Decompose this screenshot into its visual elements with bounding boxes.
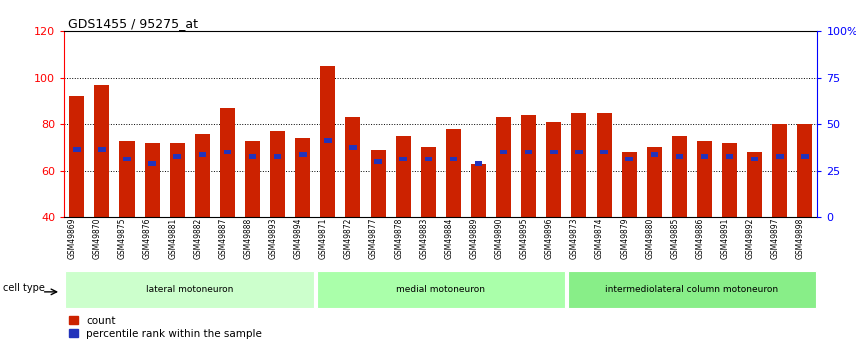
Bar: [446, 129, 461, 217]
Bar: [449, 157, 457, 161]
Bar: [425, 157, 432, 161]
Text: GSM49870: GSM49870: [92, 217, 102, 259]
Bar: [525, 150, 532, 155]
Bar: [400, 157, 407, 161]
Bar: [697, 140, 712, 217]
Bar: [600, 150, 608, 155]
Text: GSM49894: GSM49894: [294, 217, 303, 259]
Bar: [220, 108, 235, 217]
Bar: [701, 155, 708, 159]
Text: GSM49875: GSM49875: [118, 217, 127, 259]
Text: GSM49876: GSM49876: [143, 217, 152, 259]
Bar: [726, 155, 734, 159]
Bar: [249, 155, 256, 159]
Bar: [346, 117, 360, 217]
Text: GSM49882: GSM49882: [193, 217, 202, 259]
Text: GSM49881: GSM49881: [168, 217, 177, 259]
Bar: [521, 115, 536, 217]
Bar: [801, 155, 809, 159]
Bar: [475, 161, 482, 166]
Bar: [295, 138, 310, 217]
Text: GSM49872: GSM49872: [344, 217, 353, 259]
Bar: [546, 122, 562, 217]
Bar: [751, 157, 758, 161]
Text: GSM49886: GSM49886: [695, 217, 704, 259]
Bar: [174, 155, 181, 159]
Text: intermediolateral column motoneuron: intermediolateral column motoneuron: [605, 285, 778, 294]
Bar: [621, 152, 637, 217]
Bar: [299, 152, 306, 157]
Bar: [98, 148, 105, 152]
Bar: [320, 66, 336, 217]
Text: GSM49869: GSM49869: [68, 217, 77, 259]
Bar: [597, 112, 611, 217]
Bar: [349, 145, 357, 150]
Text: GDS1455 / 95275_at: GDS1455 / 95275_at: [68, 17, 199, 30]
Bar: [374, 159, 382, 164]
Bar: [123, 157, 131, 161]
Text: GSM49874: GSM49874: [595, 217, 604, 259]
Bar: [496, 117, 511, 217]
Text: GSM49888: GSM49888: [243, 217, 253, 259]
Bar: [798, 124, 812, 217]
Bar: [270, 131, 285, 217]
Bar: [148, 161, 156, 166]
Legend: count, percentile rank within the sample: count, percentile rank within the sample: [69, 316, 262, 339]
Bar: [245, 140, 260, 217]
Bar: [199, 152, 206, 157]
Text: GSM49878: GSM49878: [394, 217, 403, 259]
Bar: [500, 150, 508, 155]
Bar: [421, 148, 436, 217]
Bar: [675, 155, 683, 159]
Text: cell type: cell type: [3, 283, 45, 293]
Text: GSM49890: GSM49890: [495, 217, 503, 259]
FancyBboxPatch shape: [317, 271, 565, 308]
Bar: [324, 138, 331, 143]
Text: GSM49885: GSM49885: [670, 217, 680, 259]
Bar: [776, 155, 783, 159]
Text: GSM49879: GSM49879: [620, 217, 629, 259]
Text: GSM49887: GSM49887: [218, 217, 228, 259]
Bar: [575, 150, 583, 155]
Bar: [169, 143, 185, 217]
Bar: [73, 148, 80, 152]
Text: GSM49898: GSM49898: [796, 217, 805, 259]
Text: GSM49877: GSM49877: [369, 217, 378, 259]
Text: GSM49892: GSM49892: [746, 217, 755, 259]
Bar: [274, 155, 282, 159]
Bar: [722, 143, 737, 217]
Bar: [626, 157, 633, 161]
Text: GSM49891: GSM49891: [721, 217, 729, 259]
Bar: [195, 134, 210, 217]
Bar: [120, 140, 134, 217]
Text: GSM49884: GSM49884: [444, 217, 454, 259]
Bar: [672, 136, 687, 217]
FancyBboxPatch shape: [568, 271, 817, 308]
Text: GSM49897: GSM49897: [770, 217, 780, 259]
FancyBboxPatch shape: [65, 271, 314, 308]
Text: lateral motoneuron: lateral motoneuron: [146, 285, 234, 294]
Text: GSM49893: GSM49893: [269, 217, 277, 259]
Bar: [772, 124, 788, 217]
Text: GSM49873: GSM49873: [570, 217, 579, 259]
Text: GSM49880: GSM49880: [645, 217, 654, 259]
Bar: [550, 150, 557, 155]
Bar: [651, 152, 658, 157]
Bar: [471, 164, 486, 217]
Bar: [572, 112, 586, 217]
Bar: [69, 96, 84, 217]
Bar: [371, 150, 385, 217]
Bar: [145, 143, 159, 217]
Bar: [647, 148, 662, 217]
Bar: [223, 150, 231, 155]
Text: medial motoneuron: medial motoneuron: [396, 285, 485, 294]
Text: GSM49883: GSM49883: [419, 217, 428, 259]
Bar: [94, 85, 110, 217]
Bar: [747, 152, 762, 217]
Text: GSM49896: GSM49896: [544, 217, 554, 259]
Text: GSM49895: GSM49895: [520, 217, 529, 259]
Text: GSM49871: GSM49871: [318, 217, 328, 259]
Text: GSM49889: GSM49889: [469, 217, 479, 259]
Bar: [395, 136, 411, 217]
